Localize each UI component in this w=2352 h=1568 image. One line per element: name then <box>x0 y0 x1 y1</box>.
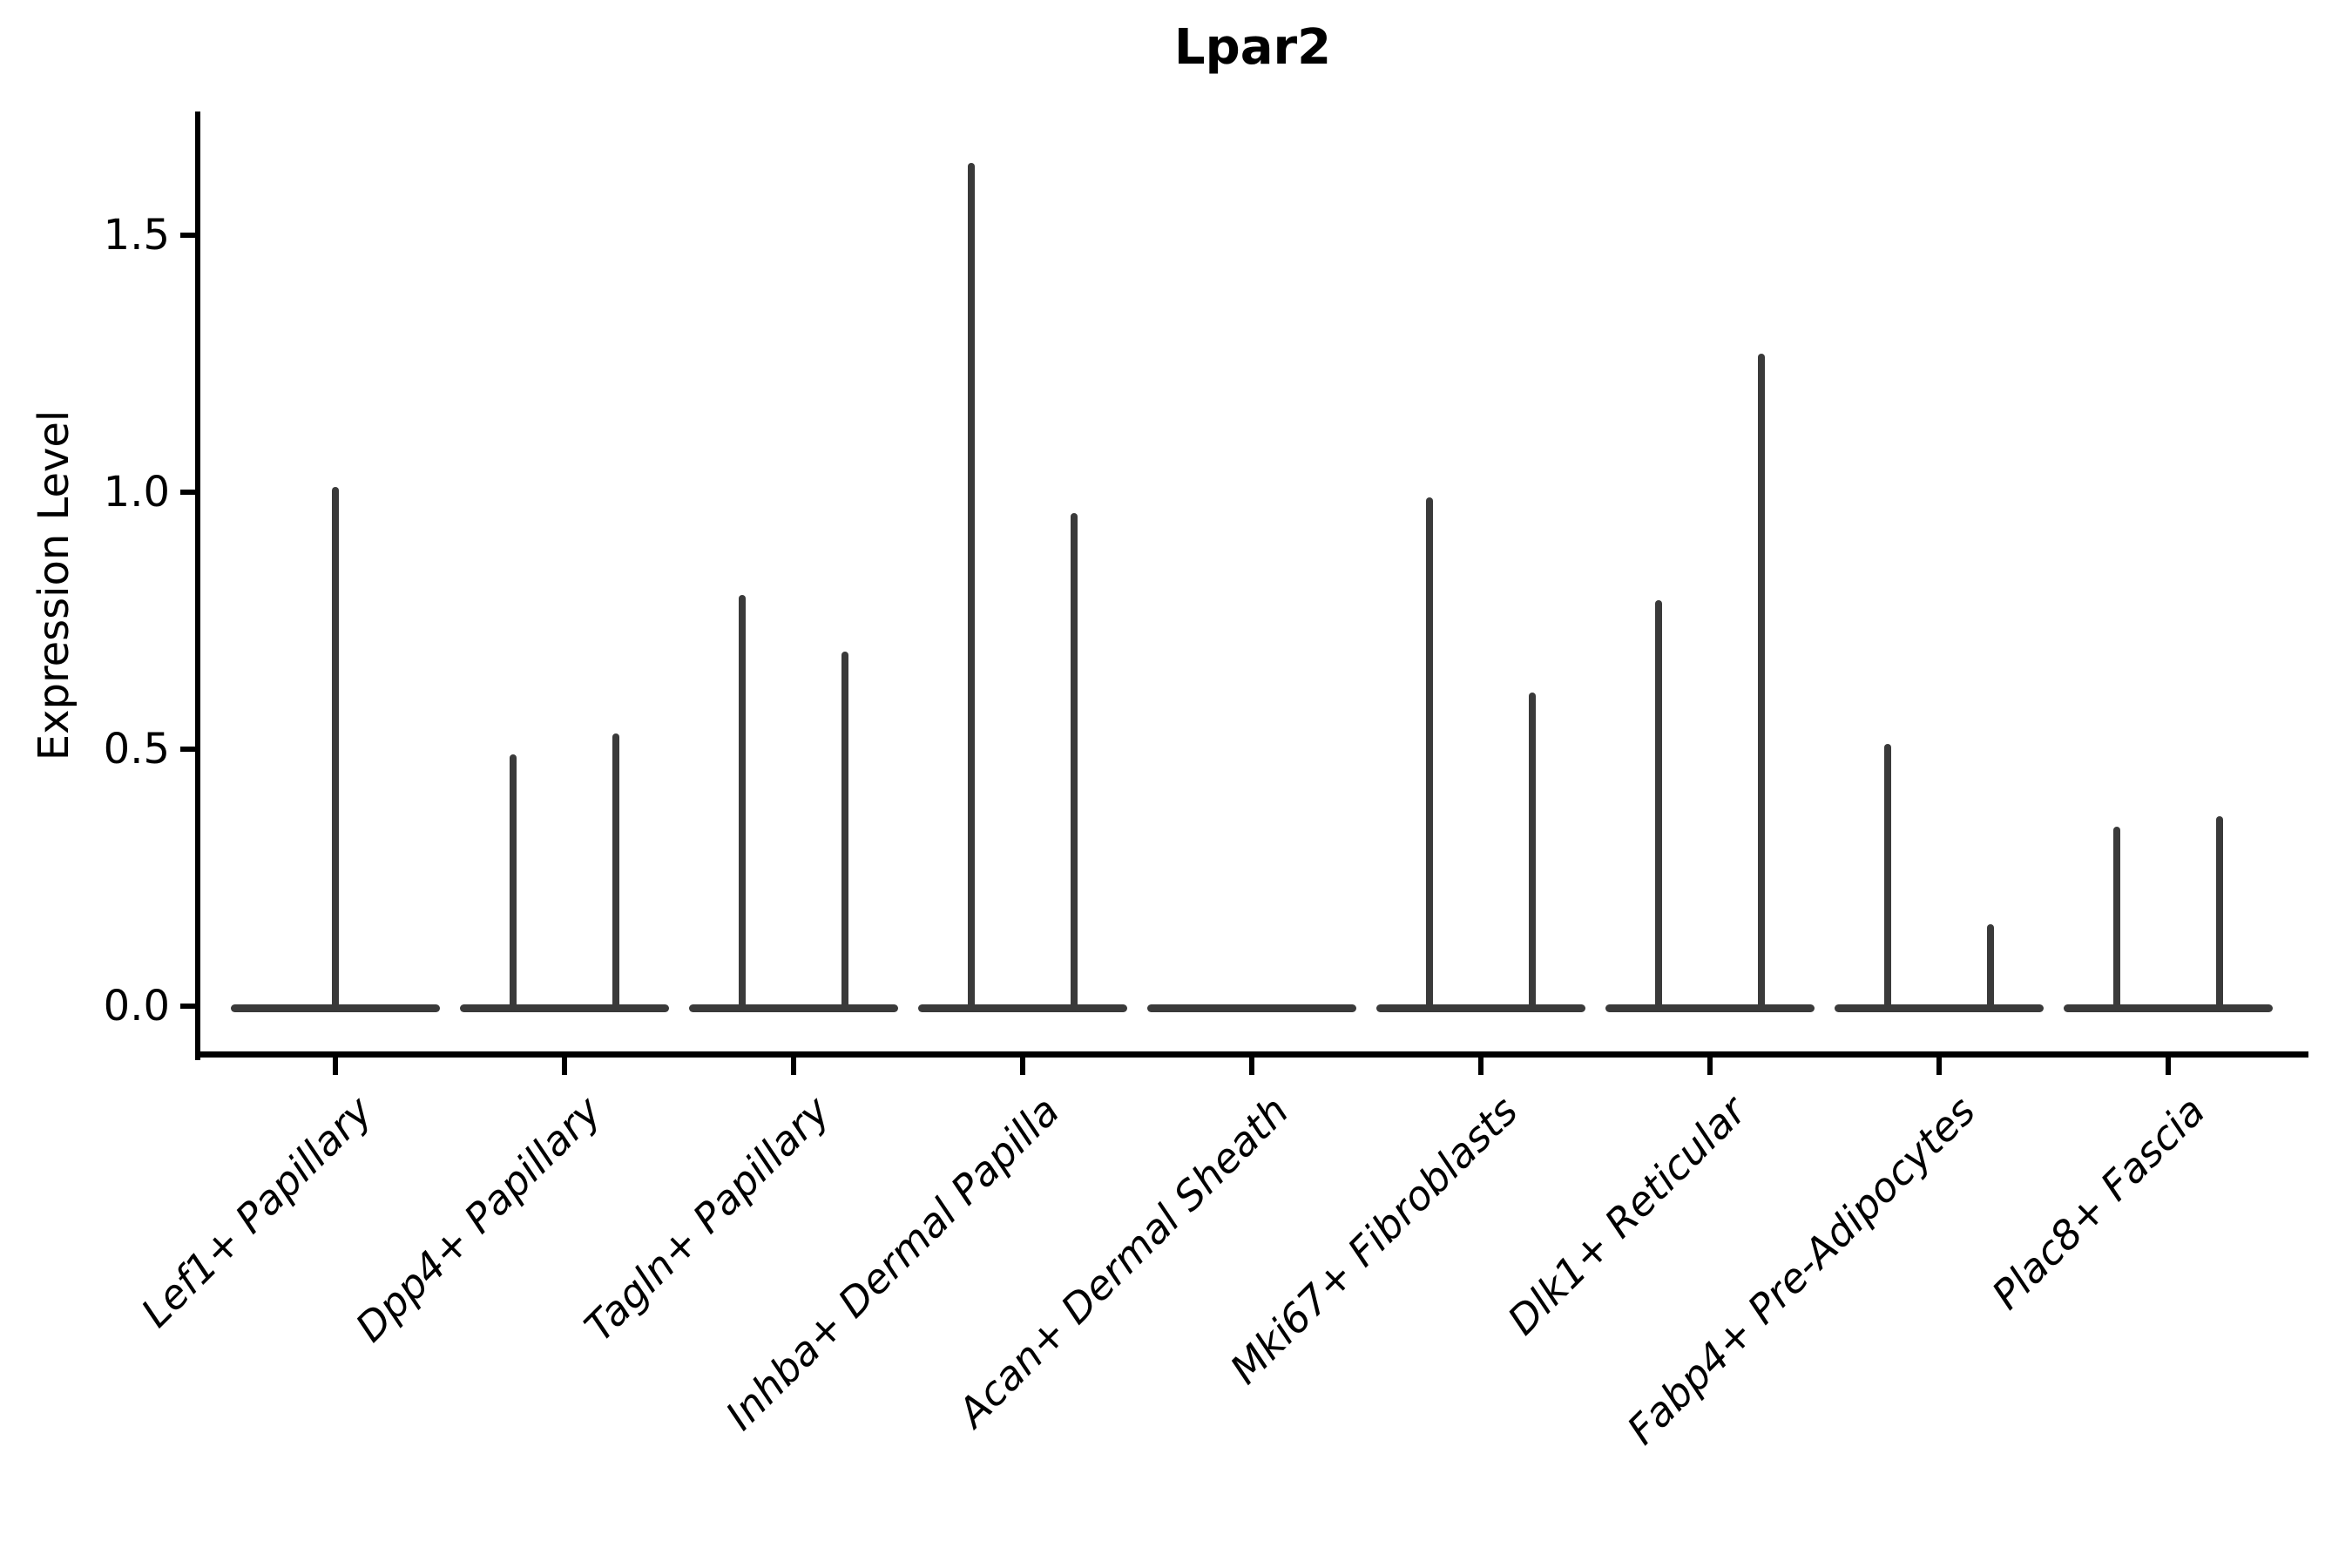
violin-spike <box>968 163 975 1011</box>
x-tick-mark <box>791 1058 796 1075</box>
violin-spike <box>1758 353 1765 1011</box>
x-tick-label: Lef1+ Papillary <box>132 1087 382 1336</box>
y-tick-label: 0.5 <box>103 725 170 774</box>
y-tick-mark <box>180 233 198 238</box>
x-tick-label: Plac8+ Fascia <box>1982 1087 2214 1319</box>
y-tick-label: 1.5 <box>103 211 170 260</box>
violin-spike <box>1987 923 1994 1011</box>
violin-spike <box>1071 512 1078 1011</box>
violin-spike <box>841 651 848 1011</box>
y-tick-mark <box>180 1004 198 1009</box>
violin-base <box>1605 1004 1815 1012</box>
x-tick-mark <box>1020 1058 1025 1075</box>
violin-base <box>1835 1004 2044 1012</box>
y-tick-mark <box>180 747 198 752</box>
x-tick-label: Tagln+ Papillary <box>575 1087 840 1351</box>
violin-spike <box>612 733 619 1011</box>
violin-spike <box>2216 815 2223 1011</box>
y-tick-mark <box>180 490 198 495</box>
violin-base <box>1147 1004 1356 1012</box>
violin-base <box>918 1004 1127 1012</box>
y-tick-label: 0.0 <box>103 982 170 1031</box>
x-tick-mark <box>1249 1058 1254 1075</box>
violin-spike <box>1426 497 1433 1011</box>
x-tick-mark <box>333 1058 338 1075</box>
x-tick-mark <box>1707 1058 1713 1075</box>
violin-spike <box>1529 693 1536 1011</box>
violin-spike <box>510 754 517 1011</box>
violin-base <box>1376 1004 1585 1012</box>
y-axis-label: Expression Level <box>30 409 78 761</box>
y-tick-label: 1.0 <box>103 468 170 517</box>
violin-spike <box>1884 744 1891 1011</box>
x-tick-mark <box>562 1058 567 1075</box>
violin-spike <box>2113 826 2120 1011</box>
violin-spike <box>332 487 339 1011</box>
violin-base <box>689 1004 898 1012</box>
chart-title: Lpar2 <box>1173 19 1332 76</box>
x-tick-mark <box>1478 1058 1484 1075</box>
x-tick-label: Dlk1+ Reticular <box>1498 1087 1756 1344</box>
x-tick-mark <box>1936 1058 1942 1075</box>
y-axis-line <box>195 112 200 1060</box>
violin-base <box>2064 1004 2273 1012</box>
violin-spike <box>1655 599 1662 1011</box>
x-tick-mark <box>2166 1058 2171 1075</box>
x-tick-label: Dpp4+ Papillary <box>346 1087 611 1351</box>
violin-spike <box>739 595 746 1011</box>
x-axis-line <box>195 1051 2308 1058</box>
violin-base <box>460 1004 669 1012</box>
